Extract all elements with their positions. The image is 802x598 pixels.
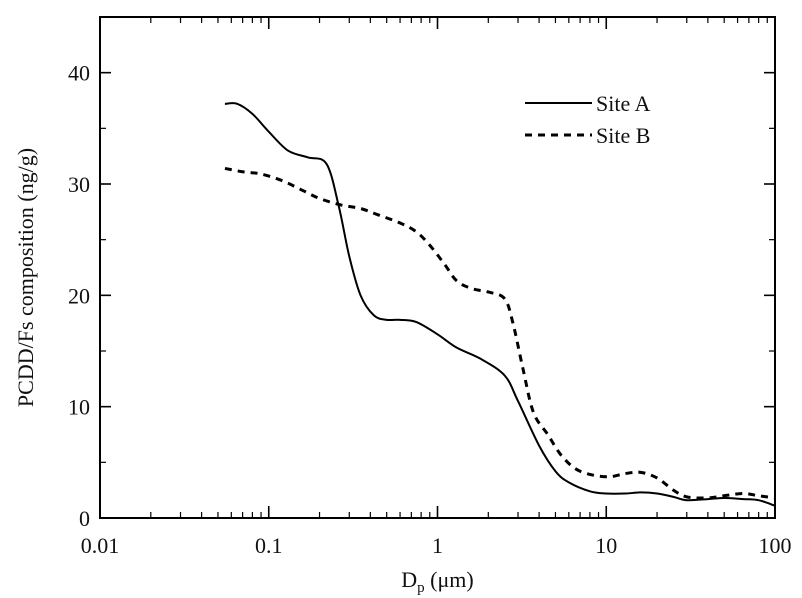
x-tick-label: 1 — [432, 533, 443, 558]
x-axis-title-sub: p — [417, 580, 425, 596]
series-line-site-a — [224, 102, 776, 507]
y-axis: 0 10 20 30 40 — [68, 61, 775, 531]
series-line-site-b — [224, 166, 776, 500]
x-axis-title-unit: (μm) — [425, 567, 474, 592]
y-axis-title: PCDD/Fs composition (ng/g) — [13, 148, 38, 407]
y-tick-label: 20 — [68, 283, 90, 308]
x-tick-label: 0.1 — [255, 533, 283, 558]
x-axis-title-main: D — [401, 567, 417, 592]
series-lines — [224, 102, 776, 507]
legend-label-site-b: Site B — [596, 123, 650, 148]
legend-label-site-a: Site A — [596, 91, 651, 116]
x-tick-label: 0.01 — [81, 533, 120, 558]
x-tick-label: 10 — [595, 533, 617, 558]
legend: Site A Site B — [525, 91, 651, 148]
y-tick-label: 30 — [68, 172, 90, 197]
plot-frame — [99, 16, 776, 519]
x-axis-title: Dp (μm) — [401, 567, 473, 596]
y-tick-label: 40 — [68, 61, 90, 86]
y-tick-label: 10 — [68, 395, 90, 420]
x-tick-label: 100 — [759, 533, 792, 558]
x-axis: 0.01 0.1 1 10 100 — [81, 17, 792, 558]
y-tick-label: 0 — [79, 506, 90, 531]
